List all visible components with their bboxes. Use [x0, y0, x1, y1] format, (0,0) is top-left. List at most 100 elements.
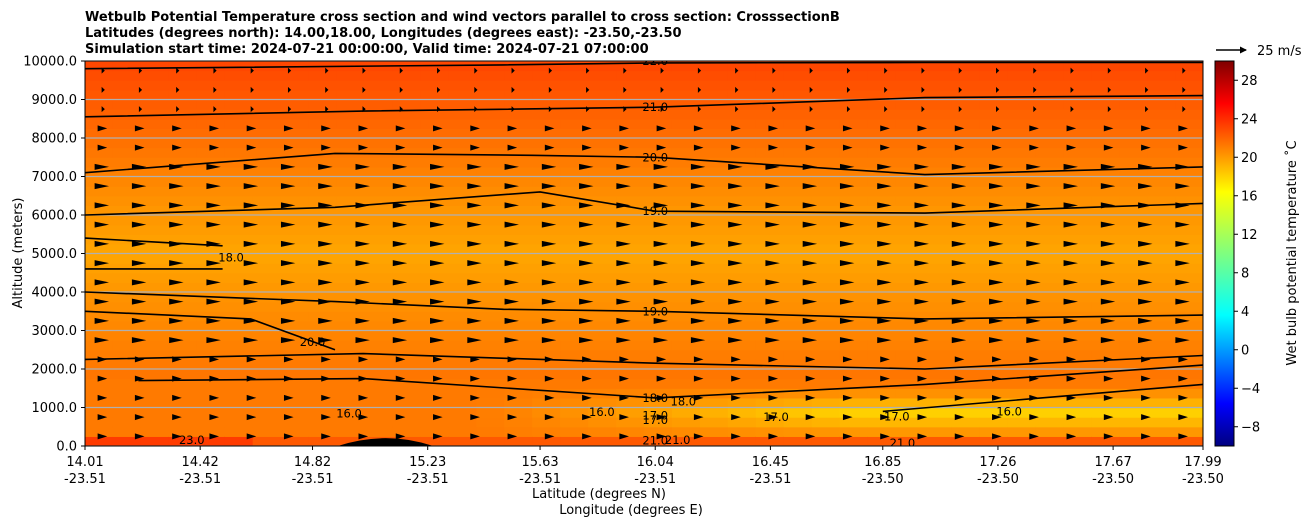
temperature-cell: [224, 272, 254, 283]
temperature-cell: [196, 243, 226, 255]
wind-vector: [728, 221, 743, 228]
wind-vector: [131, 183, 147, 190]
contour-label: 19.0: [642, 304, 668, 318]
temperature-cell: [504, 417, 533, 428]
temperature-cell: [783, 253, 813, 264]
temperature-cell: [1147, 195, 1176, 206]
wind-vector: [169, 202, 184, 209]
temperature-cell: [839, 224, 869, 235]
temperature-cell: [923, 138, 953, 149]
wind-vector: [169, 163, 184, 170]
temperature-cell: [783, 205, 813, 216]
temperature-cell: [196, 349, 226, 360]
wind-vector: [1138, 317, 1153, 324]
x-tick-label-lon: -23.51: [519, 472, 561, 487]
wind-vector: [765, 279, 780, 286]
temperature-cell: [168, 292, 198, 303]
wind-vector: [206, 260, 221, 267]
temperature-cell: [1035, 407, 1064, 418]
wind-vector: [693, 356, 704, 363]
temperature-cell: [727, 272, 757, 283]
wind-vector: [250, 86, 254, 93]
temperature-cell: [979, 176, 1008, 187]
contour-line: [85, 291, 1203, 320]
temperature-cell: [644, 292, 673, 303]
temperature-cell: [699, 263, 729, 274]
temperature-cell: [252, 70, 282, 81]
wind-vector: [877, 279, 892, 286]
wind-vector: [97, 356, 108, 363]
wind-vector: [996, 67, 1000, 74]
temperature-cell: [1147, 138, 1176, 149]
contour-line: [85, 237, 223, 247]
temperature-cell: [727, 89, 757, 101]
wind-vector: [355, 221, 370, 228]
temperature-cell: [448, 369, 477, 380]
temperature-cell: [616, 166, 645, 178]
temperature-cell: [140, 205, 170, 216]
temperature-cell: [923, 397, 953, 409]
wind-vector: [765, 183, 780, 190]
wind-vector: [283, 144, 294, 151]
temperature-cell: [671, 186, 701, 197]
temperature-cell: [1063, 157, 1092, 168]
wind-vector: [355, 240, 370, 247]
wind-vector: [582, 144, 592, 151]
temperature-cell: [979, 89, 1008, 101]
temperature-cell: [979, 80, 1008, 91]
wind-vector: [470, 394, 480, 401]
wind-vector: [989, 337, 1004, 344]
wind-vector: [97, 125, 108, 132]
wind-vector: [805, 125, 816, 132]
wind-vector: [504, 337, 519, 344]
wind-vector: [131, 337, 147, 344]
temperature-cell: [1035, 272, 1064, 283]
temperature-cell: [392, 224, 421, 235]
temperature-cell: [1175, 109, 1203, 120]
wind-vector: [809, 106, 813, 113]
temperature-cell: [252, 118, 282, 129]
wind-vector: [504, 260, 519, 267]
temperature-cell: [867, 272, 897, 283]
temperature-cell: [308, 89, 338, 101]
wind-vector: [1066, 125, 1077, 132]
temperature-cell: [140, 215, 170, 226]
temperature-cell: [951, 426, 980, 437]
temperature-cell: [979, 243, 1008, 255]
wind-vector: [616, 202, 631, 209]
colorbar: [1214, 60, 1235, 447]
wind-vector: [802, 298, 818, 305]
temperature-cell: [560, 195, 589, 206]
temperature-cell: [476, 311, 505, 322]
temperature-cell: [476, 128, 505, 139]
temperature-cell: [1035, 388, 1064, 399]
temperature-cell: [364, 109, 394, 120]
wind-vector: [731, 125, 741, 132]
temperature-cell: [699, 195, 729, 206]
wind-vector: [921, 86, 925, 93]
wind-vector: [280, 202, 296, 209]
temperature-cell: [1091, 99, 1120, 110]
temperature-cell: [504, 224, 533, 235]
y-tick-label: 1000.0: [32, 401, 78, 416]
wind-vector: [877, 163, 892, 170]
temperature-cell: [1175, 292, 1203, 303]
wind-vector: [728, 317, 743, 324]
wind-vector: [1145, 86, 1149, 93]
temperature-cell: [448, 320, 477, 332]
temperature-cell: [196, 186, 226, 197]
temperature-cell: [112, 349, 142, 360]
temperature-cell: [895, 147, 925, 158]
temperature-cell: [168, 99, 198, 110]
temperature-cell: [224, 407, 254, 418]
temperature-cell: [1007, 157, 1036, 168]
wind-vector: [1138, 337, 1153, 344]
temperature-cell: [839, 186, 869, 197]
temperature-cell: [895, 80, 925, 91]
temperature-cell: [420, 186, 449, 197]
contour-label: 21.0: [642, 434, 668, 448]
temperature-cell: [1175, 176, 1203, 187]
temperature-cell: [1091, 397, 1120, 409]
temperature-cell: [671, 388, 701, 399]
wind-vector: [395, 125, 406, 132]
